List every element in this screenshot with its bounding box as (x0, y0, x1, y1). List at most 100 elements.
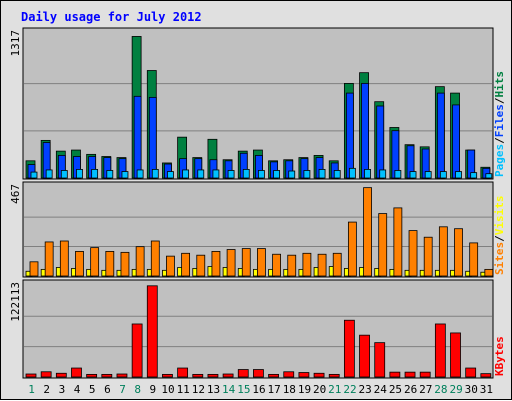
bar-kbytes-day-14 (222, 373, 234, 378)
bar-sites-day-30 (469, 242, 479, 277)
bar-pages-day-24 (379, 169, 387, 179)
bar-pages-day-31 (485, 173, 493, 179)
x-tick-label-day-7: 7 (119, 383, 126, 396)
bar-pages-day-16 (258, 170, 265, 179)
bar-pages-day-22 (348, 167, 356, 179)
bar-sites-day-1 (29, 261, 39, 277)
bar-kbytes-day-26 (404, 371, 416, 378)
panel-top: 1317 Pages/Files/Hits (9, 27, 506, 180)
bar-kbytes-day-10 (162, 373, 173, 378)
legend-middle: Sites/Visits (493, 196, 506, 276)
bar-sites-day-5 (90, 247, 100, 277)
bar-kbytes-day-2 (40, 371, 52, 378)
legend-item-hits: Hits (493, 71, 506, 98)
bar-pages-day-29 (455, 171, 462, 179)
y-max-label: 1317 (9, 30, 22, 57)
x-tick-label-day-25: 25 (389, 383, 402, 396)
x-tick-label-day-16: 16 (252, 383, 265, 396)
bar-sites-day-24 (378, 213, 388, 277)
x-tick-label-day-6: 6 (104, 383, 111, 396)
legend-separator: / (493, 235, 506, 242)
bar-sites-day-11 (181, 252, 191, 277)
bar-pages-day-15 (242, 169, 250, 179)
x-tick-label-day-22: 22 (343, 383, 356, 396)
legend-item-sites: Sites (493, 242, 506, 275)
bar-kbytes-day-31 (480, 373, 492, 378)
bar-sites-day-7 (120, 251, 130, 277)
bar-sites-day-17 (272, 253, 281, 277)
bar-kbytes-day-4 (71, 367, 82, 378)
legend-top: Pages/Files/Hits (493, 71, 506, 177)
bar-sites-day-28 (438, 226, 448, 277)
x-tick-label-day-3: 3 (59, 383, 66, 396)
bar-kbytes-day-19 (298, 372, 310, 378)
bar-pages-day-21 (333, 170, 341, 179)
bar-pages-day-14 (227, 170, 235, 179)
bar-pages-day-30 (470, 172, 478, 179)
bar-pages-day-4 (76, 169, 83, 179)
bar-kbytes-day-16 (253, 369, 264, 378)
bar-kbytes-day-11 (177, 367, 189, 378)
x-tick-label-day-26: 26 (404, 383, 417, 396)
bar-sites-day-9 (150, 240, 160, 277)
bar-sites-day-10 (166, 255, 175, 277)
bar-kbytes-day-1 (25, 373, 37, 378)
x-tick-label-day-30: 30 (465, 383, 478, 396)
bar-kbytes-day-9 (146, 285, 158, 378)
bar-pages-day-3 (60, 170, 68, 179)
bar-pages-day-5 (91, 169, 99, 179)
x-tick-label-day-24: 24 (374, 383, 388, 396)
panel-bottom: 122113 KBytes (9, 279, 506, 379)
bar-pages-day-9 (151, 169, 159, 179)
bar-pages-day-11 (182, 169, 190, 179)
bar-sites-day-13 (211, 251, 221, 277)
bar-kbytes-day-13 (207, 373, 219, 378)
x-tick-label-day-9: 9 (150, 383, 157, 396)
bar-pages-day-12 (197, 169, 205, 179)
x-tick-label-day-8: 8 (134, 383, 141, 396)
y-max-label: 122113 (9, 282, 22, 322)
bar-sites-day-15 (241, 248, 251, 277)
bar-files-day-29 (452, 104, 460, 179)
x-tick-label-day-5: 5 (89, 383, 96, 396)
legend-item-files: Files (493, 104, 506, 137)
bar-pages-day-25 (394, 170, 402, 179)
bar-pages-day-20 (318, 169, 326, 179)
bar-kbytes-day-30 (465, 367, 477, 378)
x-tick-label-day-14: 14 (222, 383, 236, 396)
bar-sites-day-27 (423, 236, 433, 277)
bar-pages-day-1 (30, 171, 38, 179)
bar-kbytes-day-3 (55, 372, 67, 378)
x-tick-label-day-15: 15 (237, 383, 250, 396)
bar-sites-day-25 (393, 207, 403, 277)
bar-sites-day-22 (347, 221, 357, 277)
bar-kbytes-day-24 (374, 342, 386, 378)
bar-files-day-22 (345, 92, 354, 179)
bar-sites-day-3 (59, 240, 69, 277)
x-tick-label-day-18: 18 (283, 383, 296, 396)
bar-sites-day-26 (408, 230, 418, 277)
x-tick-label-day-12: 12 (192, 383, 205, 396)
bar-sites-day-18 (287, 254, 297, 277)
bar-kbytes-day-28 (434, 323, 446, 378)
bar-kbytes-day-6 (101, 373, 113, 378)
bar-sites-day-19 (302, 252, 312, 277)
bar-sites-day-6 (105, 251, 115, 277)
x-tick-label-day-1: 1 (28, 383, 35, 396)
legend-separator: / (493, 97, 506, 104)
bar-sites-day-16 (257, 248, 266, 277)
bar-sites-day-12 (196, 254, 206, 277)
bar-files-day-23 (361, 83, 369, 179)
bar-sites-day-20 (317, 253, 327, 277)
x-tick-label-day-13: 13 (207, 383, 220, 396)
bar-kbytes-day-27 (419, 371, 431, 378)
bar-kbytes-day-15 (237, 369, 249, 378)
bar-pages-day-27 (424, 171, 432, 179)
bar-sites-day-29 (454, 228, 463, 277)
bar-pages-day-26 (409, 171, 417, 179)
bar-kbytes-day-22 (343, 319, 355, 378)
x-tick-label-day-17: 17 (268, 383, 281, 396)
bar-kbytes-day-29 (450, 332, 461, 378)
